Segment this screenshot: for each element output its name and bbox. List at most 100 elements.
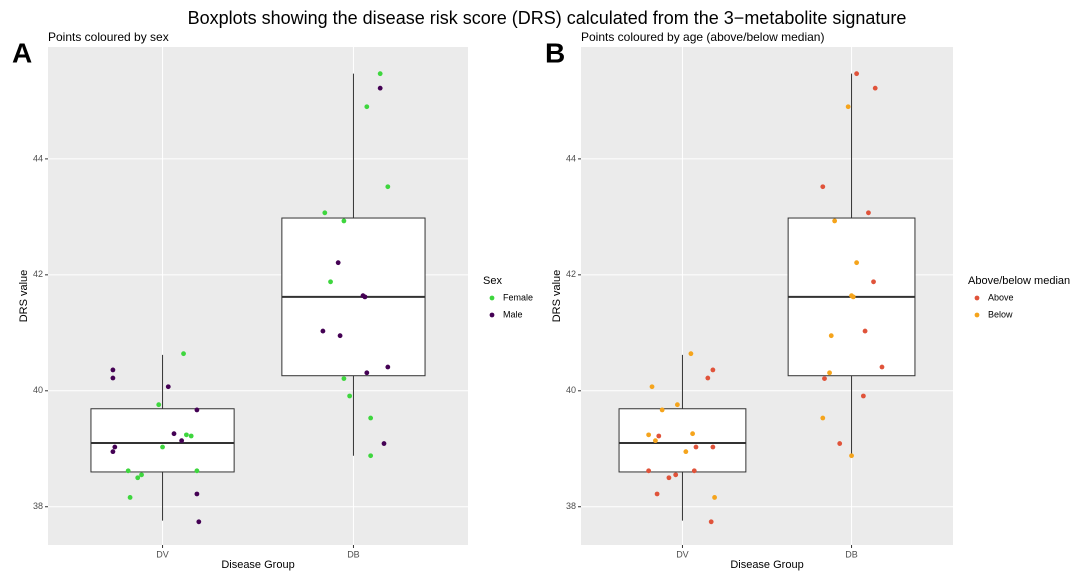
point [879,364,885,370]
point [368,415,374,421]
point [112,444,118,450]
point [156,402,162,408]
point [179,438,185,444]
point [693,444,699,450]
y-tick-label: 44 [33,153,43,163]
point [820,415,826,421]
point [845,104,851,110]
point [871,279,876,285]
box [618,408,747,473]
x-axis-title: Disease Group [221,559,294,571]
point [337,333,343,339]
legend-label: Female [503,292,533,302]
point [710,367,716,373]
point [110,375,116,381]
point [646,432,652,438]
point [872,85,878,91]
legend-title: Above/below median [968,275,1070,287]
y-tick-label: 40 [33,385,43,395]
point [194,468,200,474]
point [160,444,165,450]
y-tick-label: 44 [566,153,576,163]
point [110,367,116,373]
x-tick-label: DB [845,549,858,559]
point [322,210,328,216]
point [854,260,860,266]
legend-key [489,312,495,318]
point [196,519,202,525]
point [385,364,391,370]
panel-subtitle: Points coloured by age (above/below medi… [581,30,824,44]
point [135,475,141,481]
x-tick-label: DV [676,549,689,559]
x-tick-label: DB [347,549,360,559]
point [181,351,186,357]
legend-title: Sex [483,275,502,287]
point [362,294,368,300]
point [335,260,341,266]
point [820,184,826,190]
point [850,294,856,300]
point [832,218,838,224]
box [90,408,235,473]
point [347,393,353,399]
point [646,468,652,474]
point [171,431,177,437]
point [381,441,387,446]
y-tick-label: 38 [33,501,43,511]
point [364,104,370,110]
y-axis-title: DRS value [551,270,563,323]
point [165,384,171,390]
point [712,495,717,500]
legend-key [489,295,495,301]
legend-label: Male [503,309,523,319]
point [341,376,347,382]
point [849,453,854,459]
x-tick-label: DV [156,549,169,559]
point [377,71,383,77]
point [194,491,200,497]
panel-label: A [12,37,32,68]
point [328,279,333,285]
point [705,375,711,381]
point [822,376,827,382]
panel-subtitle: Points coloured by sex [48,30,169,44]
y-tick-label: 42 [33,269,43,279]
point [364,370,370,376]
y-tick-label: 38 [566,501,576,511]
point [139,472,144,478]
point [674,402,680,408]
legend-key [974,312,980,318]
point [827,370,832,376]
point [828,333,834,339]
point [854,71,860,77]
point [866,210,871,216]
point [666,475,672,481]
point [320,328,326,334]
point [653,438,658,444]
point [654,491,660,497]
point [837,441,843,446]
point [659,407,665,413]
point [710,444,716,450]
legend-label: Above [988,292,1014,302]
point [656,433,662,439]
point [184,432,189,438]
legend-label: Below [988,309,1013,319]
point [125,468,131,474]
point [377,85,383,91]
point [649,384,655,390]
figure-title: Boxplots showing the disease risk score … [188,8,907,28]
point [690,431,695,437]
legend-key [974,295,980,301]
point [688,351,694,357]
panel-label: B [545,37,565,68]
y-tick-label: 40 [566,385,576,395]
point [194,407,200,413]
point [708,519,714,525]
point [385,184,391,190]
point [691,468,697,474]
point [341,218,347,224]
point [127,495,133,500]
